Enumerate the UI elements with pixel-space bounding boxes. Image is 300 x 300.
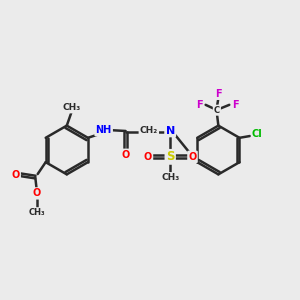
Text: CH₃: CH₃: [28, 208, 45, 217]
Text: F: F: [215, 89, 222, 99]
Text: S: S: [166, 150, 175, 163]
Text: O: O: [144, 152, 152, 162]
Text: C: C: [214, 106, 220, 115]
Text: N: N: [166, 126, 175, 136]
Text: NH: NH: [95, 125, 112, 135]
Text: F: F: [196, 100, 203, 110]
Text: CH₂: CH₂: [140, 127, 158, 136]
Text: O: O: [33, 188, 41, 198]
Text: F: F: [232, 100, 238, 110]
Text: O: O: [122, 150, 130, 160]
Text: O: O: [11, 170, 20, 180]
Text: CH₃: CH₃: [161, 173, 179, 182]
Text: Cl: Cl: [252, 129, 263, 139]
Text: CH₃: CH₃: [62, 103, 80, 112]
Text: O: O: [188, 152, 196, 162]
